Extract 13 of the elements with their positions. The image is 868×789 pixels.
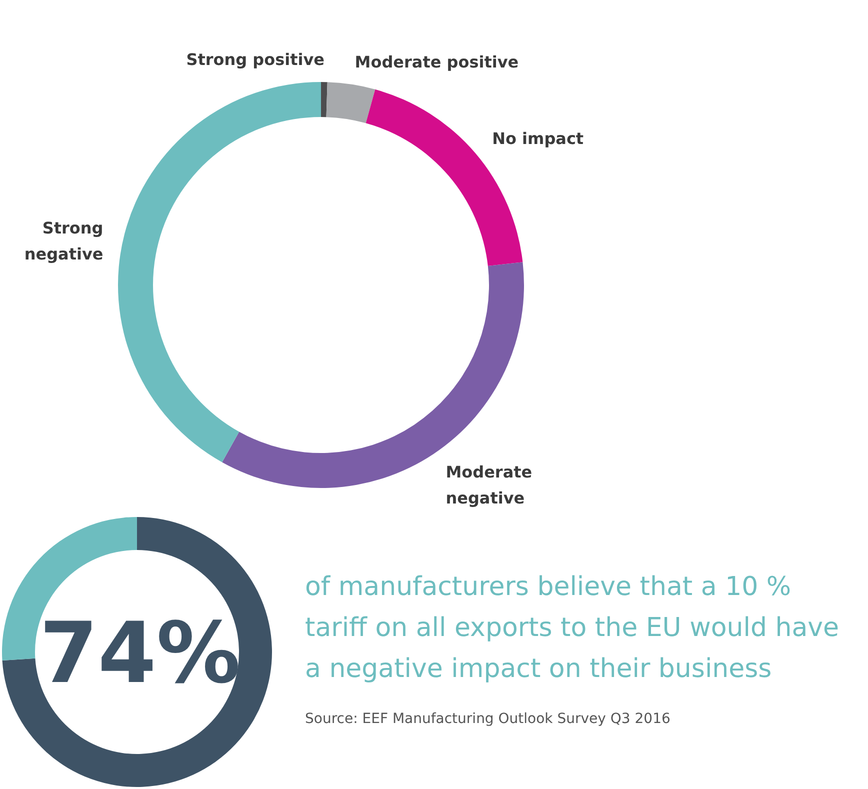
donut-slice: [2, 517, 272, 787]
slice-label: Strong negative: [24, 218, 104, 264]
source-note: Source: EEF Manufacturing Outlook Survey Q3 2016: [305, 711, 670, 727]
donut-slice: [118, 82, 321, 462]
donut-slice: [321, 82, 328, 118]
donut-slice: [326, 82, 376, 124]
text: 74%: [39, 604, 241, 702]
text: of manufacturers believe that a 10 % tariff on all exports to the EU would have a negative impact on their business: [305, 572, 840, 684]
slice-label: Moderate negative: [446, 462, 532, 508]
donut-slice: [366, 89, 523, 266]
slice-label: No impact: [492, 128, 584, 148]
slice-label: Moderate positive: [354, 52, 519, 72]
slice-label: Strong positive: [186, 50, 325, 70]
